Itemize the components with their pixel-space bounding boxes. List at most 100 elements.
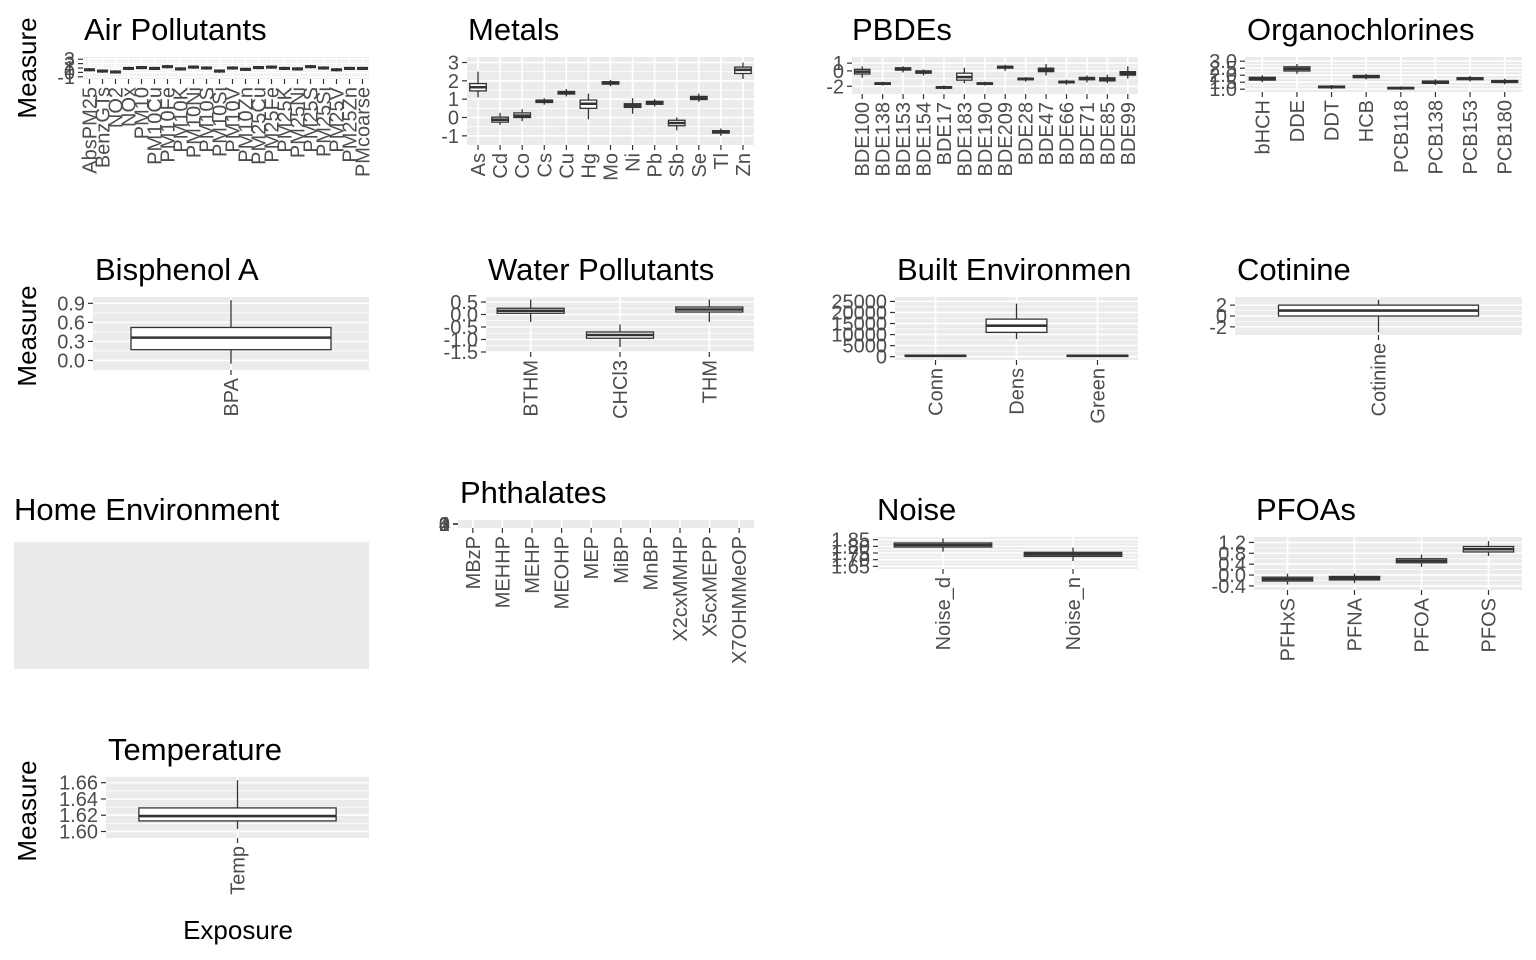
- y-tick-label: 0.0: [1218, 565, 1246, 587]
- x-tick-label: MEHHP: [492, 536, 514, 608]
- y-tick-label: 2: [1216, 295, 1227, 317]
- x-tick-label: Se: [689, 153, 711, 177]
- x-tick-label: PM10Cu: [145, 87, 167, 165]
- box-PM10Fe: [161, 64, 174, 69]
- x-tick-label: BDE100: [852, 102, 874, 177]
- box-PFHxS: [1261, 573, 1314, 585]
- panel-title: Metals: [468, 12, 559, 47]
- y-tick-label: 10000: [831, 325, 887, 347]
- panel-title: Home Environment: [14, 492, 280, 527]
- x-tick-label: BDE99: [1118, 102, 1140, 165]
- y-tick-label: 0.6: [57, 312, 85, 334]
- x-tick-label: BDE138: [873, 102, 895, 177]
- x-tick-label: BenzGTs: [93, 87, 115, 168]
- y-tick-label: 3: [448, 53, 459, 75]
- y-tick-label: 0: [64, 62, 75, 84]
- x-tick-label: BDE153: [893, 102, 915, 177]
- y-tick-label: 5000: [843, 336, 888, 358]
- x-tick-label: BDE17: [934, 102, 956, 165]
- box-Cs: [535, 98, 554, 105]
- y-tick-label: -2: [1209, 317, 1227, 339]
- x-tick-label: PM10Si: [210, 87, 232, 157]
- box-THM: [675, 299, 744, 322]
- box-PCB138: [1421, 79, 1450, 85]
- box-Pb: [645, 99, 664, 107]
- box-BenzGTs: [96, 69, 109, 73]
- y-axis-label-row-2: Measure: [12, 285, 42, 386]
- y-tick-label: 4: [439, 514, 450, 536]
- panel-pbdes: PBDEs-201BDE100BDE138BDE153BDE154BDE17BD…: [826, 12, 1140, 177]
- x-tick-label: PCB180: [1495, 100, 1517, 175]
- y-tick-label: 1.70: [831, 550, 870, 572]
- x-tick-label: NOx: [119, 87, 141, 127]
- box-PM25V: [330, 68, 343, 72]
- box-PM10Cu: [148, 66, 161, 71]
- y-tick-label: 1.80: [831, 536, 870, 558]
- box-NOx: [122, 66, 135, 71]
- y-tick-label: -1.5: [444, 342, 478, 364]
- box-BPA: [130, 300, 332, 364]
- panel-title: Noise: [877, 492, 956, 527]
- x-tick-label: Dens: [1007, 368, 1029, 415]
- box-PM25Zn: [343, 66, 356, 71]
- x-tick-label: Noise_d: [933, 577, 955, 650]
- y-tick-label: 0.5: [450, 292, 478, 314]
- x-tick-label: Temp: [228, 846, 250, 895]
- x-tick-label: Conn: [926, 368, 948, 416]
- x-tick-label: X2cxMMHP: [670, 536, 692, 642]
- y-tick-label: 2: [448, 71, 459, 93]
- x-tick-label: PM25K: [275, 86, 297, 152]
- x-tick-label: BDE28: [1016, 102, 1038, 165]
- x-axis-label: Exposure: [183, 915, 293, 945]
- y-axis-label-row-1: Measure: [12, 17, 42, 118]
- y-tick-label: 3: [439, 514, 450, 536]
- box-PCB118: [1387, 86, 1415, 90]
- box-Cotinine: [1277, 299, 1480, 333]
- y-tick-label: 1: [833, 53, 844, 75]
- y-tick-label: 0.4: [1218, 554, 1246, 576]
- box-BDE66: [1058, 79, 1075, 85]
- box-Hg: [579, 93, 598, 120]
- y-tick-label: 1: [448, 89, 459, 111]
- y-tick-label: 0: [448, 108, 459, 130]
- box-BDE209: [996, 64, 1014, 71]
- y-tick-label: 1.2: [1218, 532, 1246, 554]
- box-Se: [689, 93, 708, 102]
- box-Tl: [711, 128, 730, 136]
- panel-title: PFOAs: [1256, 492, 1356, 527]
- x-tick-label: Hg: [578, 153, 600, 179]
- y-tick-label: 0.8: [1218, 543, 1246, 565]
- panel-background: [458, 520, 754, 528]
- x-tick-label: PM25Si: [314, 87, 336, 157]
- x-tick-label: BDE85: [1097, 102, 1119, 165]
- panel-air-pollutants: Air Pollutants -10123AbsPM25BenzGTsNO2NOx…: [57, 12, 374, 177]
- y-tick-label: 1.64: [59, 789, 98, 811]
- y-tick-label: 1.85: [831, 530, 870, 552]
- x-tick-label: HCB: [1356, 100, 1378, 142]
- y-tick-label: 2.0: [1209, 65, 1237, 87]
- x-tick-label: PM10S: [197, 87, 219, 153]
- y-tick-label: 0: [1216, 306, 1227, 328]
- box-BDE183: [956, 67, 973, 84]
- x-tick-label: Tl: [711, 153, 733, 170]
- panel-title: Temperature: [108, 732, 282, 767]
- box-BTHM: [496, 299, 565, 322]
- box-BDE190: [976, 81, 994, 86]
- x-tick-label: DDE: [1287, 100, 1309, 142]
- x-tick-label: PM10Zn: [236, 87, 258, 163]
- x-tick-label: PM10Fe: [158, 87, 180, 163]
- panel-bisphenol-a: Bisphenol A 0.00.30.60.9 BPA: [57, 252, 369, 417]
- y-tick-label: 1.62: [59, 805, 98, 827]
- box-BDE47: [1037, 63, 1055, 76]
- box-PCB180: [1491, 78, 1519, 85]
- x-tick-label: NO2: [106, 87, 128, 128]
- y-tick-label: 3: [64, 49, 75, 71]
- box-PM10V: [226, 66, 239, 70]
- panel-title: Air Pollutants: [84, 12, 267, 47]
- box-PM25S: [304, 64, 317, 69]
- x-tick-label: PCB138: [1425, 100, 1447, 175]
- x-tick-label: PCB118: [1391, 100, 1413, 173]
- y-tick-label: 1: [64, 58, 75, 80]
- panel-title: Bisphenol A: [95, 252, 259, 287]
